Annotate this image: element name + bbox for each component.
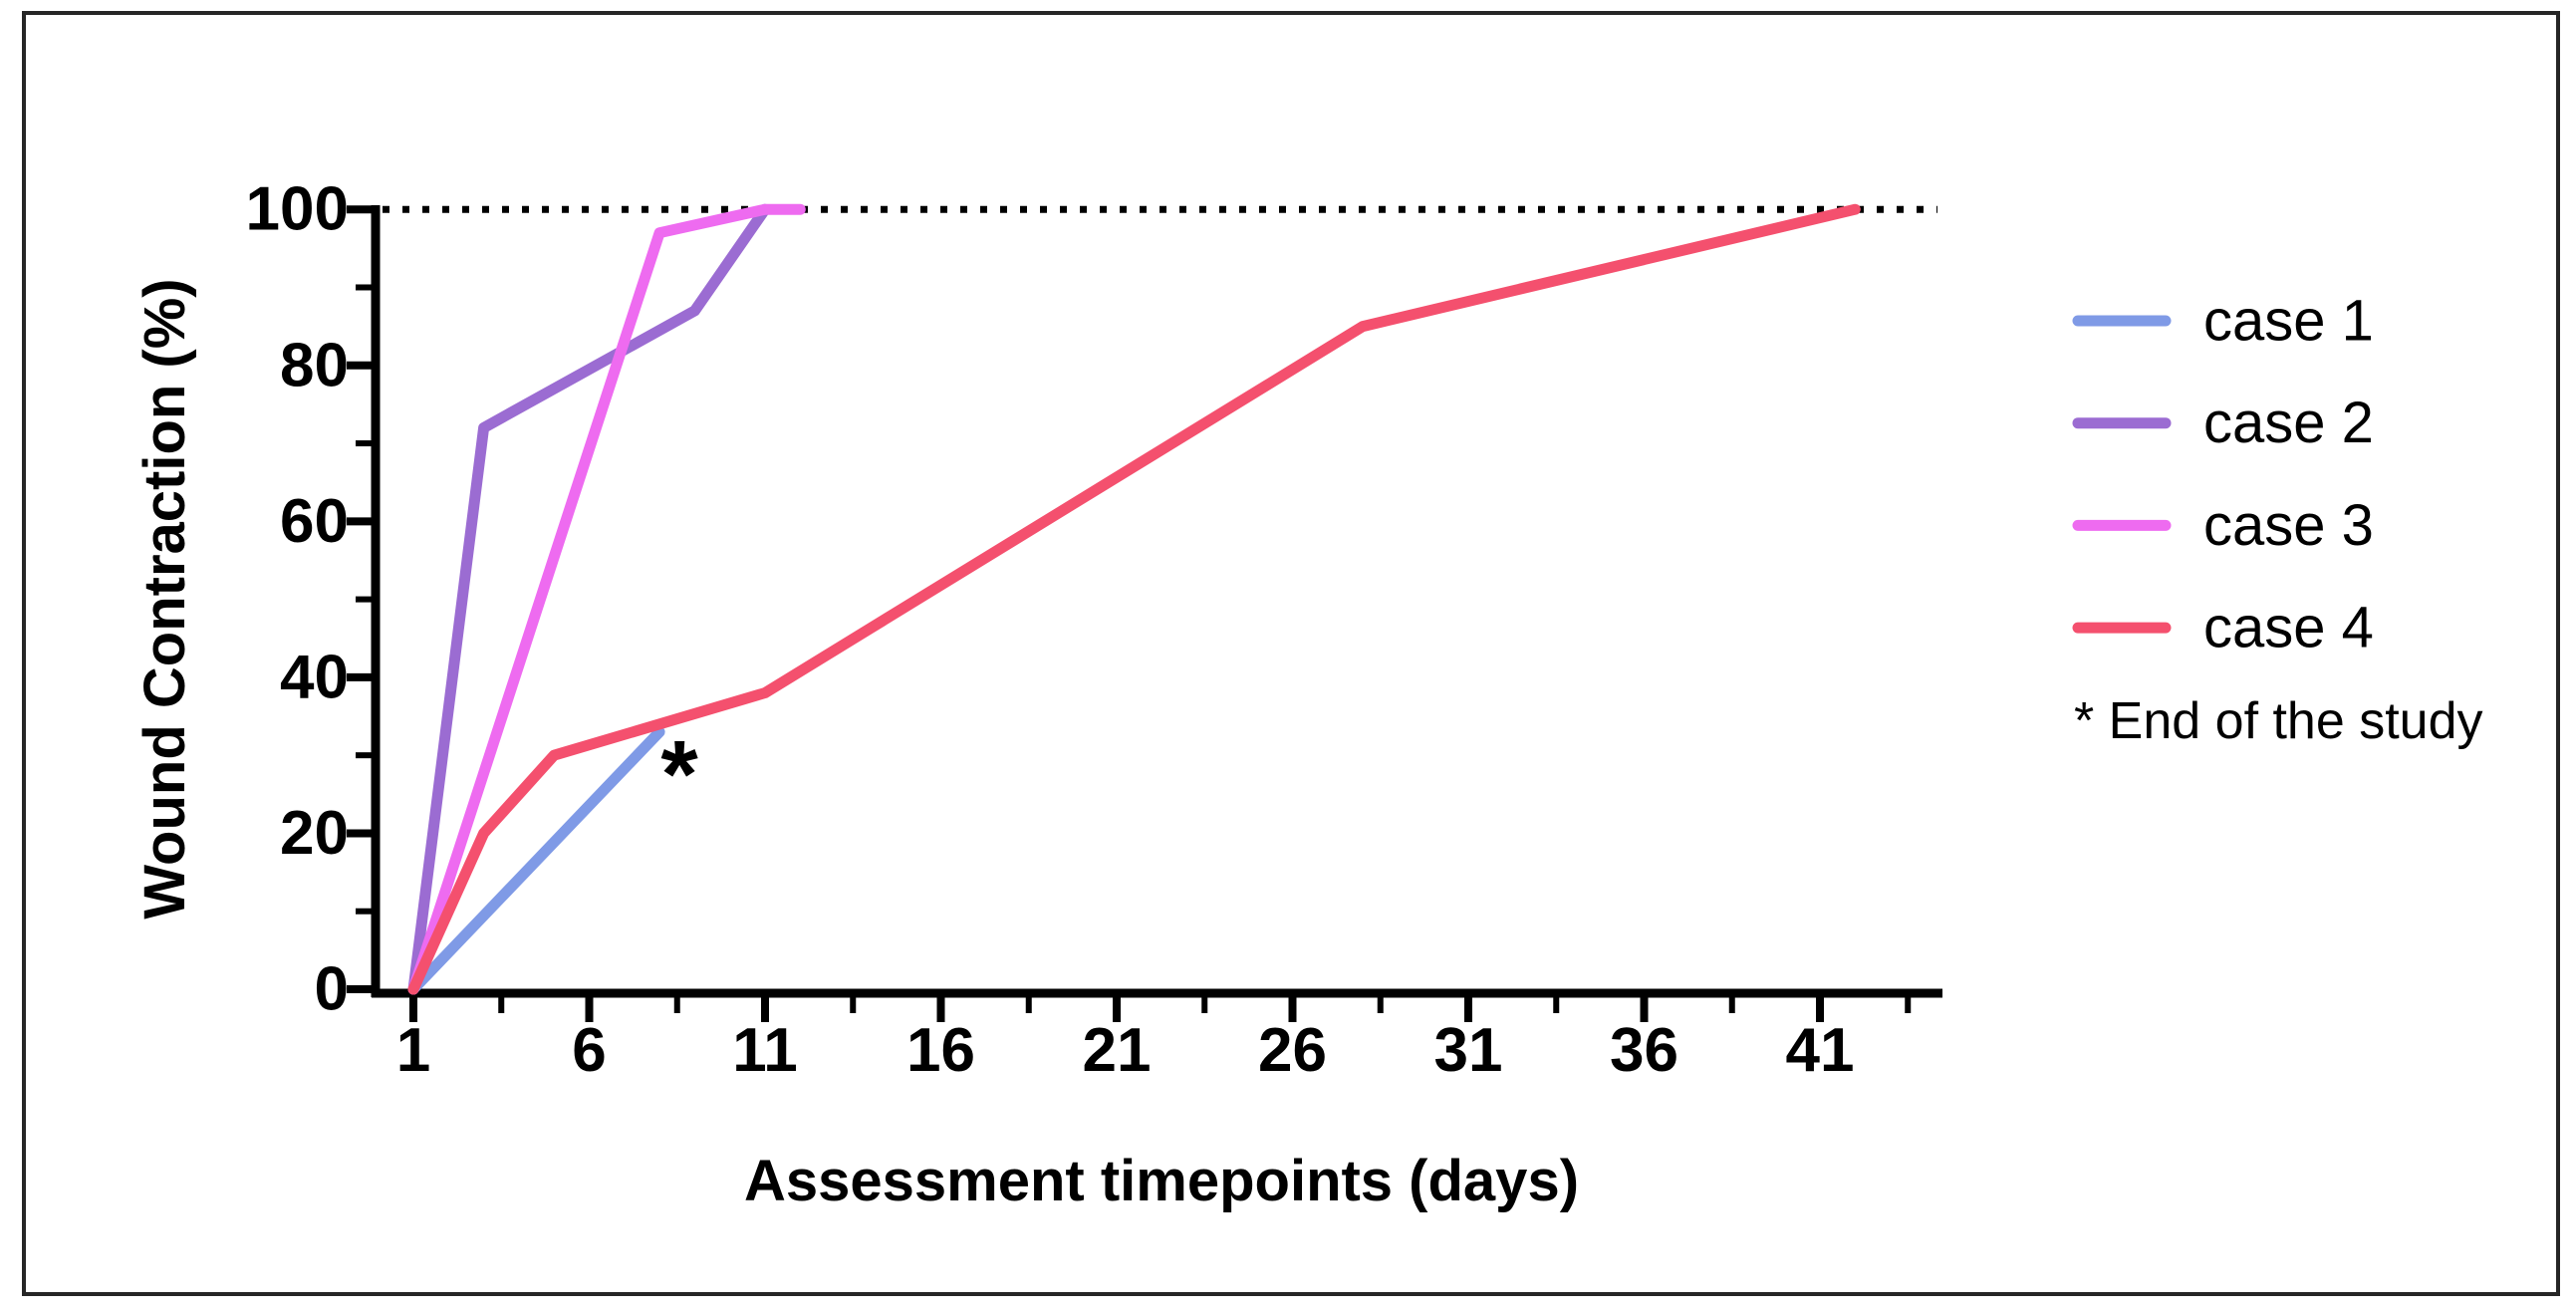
legend-label-case-2: case 2 xyxy=(2203,391,2374,455)
x-tick-label-31: 31 xyxy=(1434,1016,1503,1085)
figure-border-frame xyxy=(22,11,2560,1296)
series-line-case-2 xyxy=(407,203,771,995)
x-axis-title: Assessment timepoints (days) xyxy=(744,1149,1579,1213)
series-line-case-3 xyxy=(407,203,806,995)
x-tick-label-26: 26 xyxy=(1258,1016,1327,1085)
y-tick-label-100: 100 xyxy=(246,175,349,244)
y-tick-label-20: 20 xyxy=(280,799,349,868)
legend-label-case-4: case 4 xyxy=(2203,596,2374,660)
y-tick-label-0: 0 xyxy=(315,955,349,1024)
x-tick-label-16: 16 xyxy=(906,1016,975,1085)
legend-layer: case 1 case 2 case 3 case 4 xyxy=(2072,289,2374,660)
y-tick-label-40: 40 xyxy=(280,643,349,711)
x-tick-label-6: 6 xyxy=(572,1016,606,1085)
series-layer xyxy=(407,203,1861,995)
y-tick-label-60: 60 xyxy=(280,487,349,556)
y-tick-label-80: 80 xyxy=(280,331,349,399)
series-line-case-1 xyxy=(407,726,665,995)
legend-label-case-3: case 3 xyxy=(2203,493,2374,558)
legend-label-case-1: case 1 xyxy=(2203,289,2374,354)
x-tick-label-1: 1 xyxy=(396,1016,430,1085)
series-line-case-4 xyxy=(407,203,1861,995)
labels-layer: Wound Contraction (%) Assessment timepoi… xyxy=(132,278,2483,1213)
x-tick-label-41: 41 xyxy=(1786,1016,1855,1085)
end-of-study-note: * End of the study xyxy=(2074,692,2483,750)
y-axis-title: Wound Contraction (%) xyxy=(132,278,197,919)
x-tick-label-21: 21 xyxy=(1083,1016,1152,1085)
end-of-study-asterisk: * xyxy=(660,721,698,828)
x-tick-label-36: 36 xyxy=(1610,1016,1678,1085)
x-tick-label-11: 11 xyxy=(732,1016,798,1085)
